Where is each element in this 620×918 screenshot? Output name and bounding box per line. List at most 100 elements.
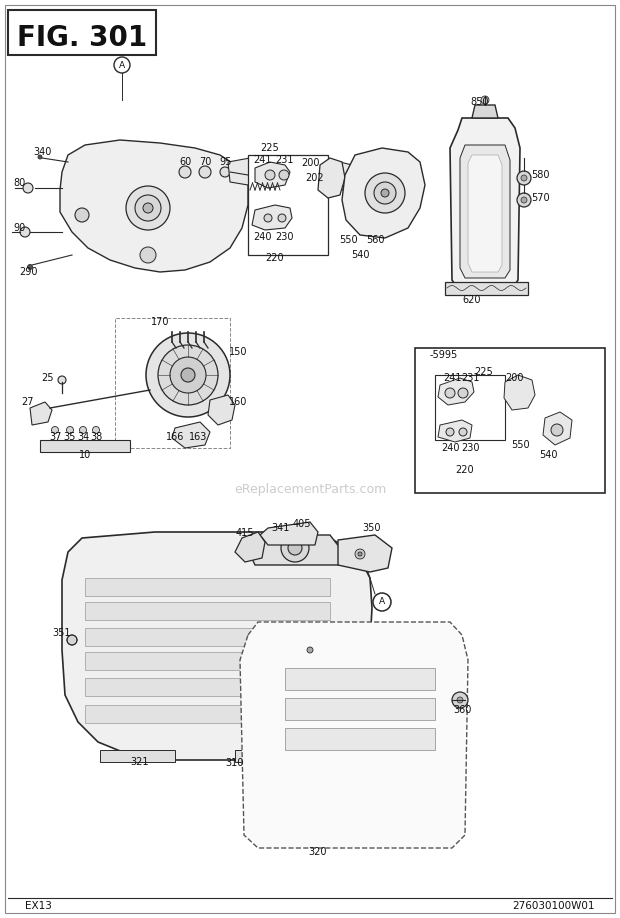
Text: 360: 360: [453, 705, 471, 715]
Text: 405: 405: [293, 519, 311, 529]
Polygon shape: [228, 158, 260, 185]
Circle shape: [481, 96, 489, 104]
Text: 321: 321: [131, 757, 149, 767]
Circle shape: [517, 193, 531, 207]
Text: 34: 34: [77, 432, 89, 442]
Circle shape: [355, 549, 365, 559]
Circle shape: [158, 345, 218, 405]
Circle shape: [381, 189, 389, 197]
Text: 220: 220: [266, 253, 285, 263]
Circle shape: [140, 247, 156, 263]
Circle shape: [143, 203, 153, 213]
Polygon shape: [504, 375, 535, 410]
Text: 25: 25: [42, 373, 55, 383]
Text: 240: 240: [253, 232, 272, 242]
Circle shape: [92, 427, 99, 433]
Circle shape: [135, 195, 161, 221]
Text: eReplacementParts.com: eReplacementParts.com: [234, 484, 386, 497]
Bar: [435, 375, 505, 440]
Circle shape: [126, 186, 170, 230]
Text: 540: 540: [351, 250, 370, 260]
Circle shape: [307, 647, 313, 653]
Text: 27: 27: [22, 397, 34, 407]
Text: 70: 70: [199, 157, 211, 167]
Circle shape: [278, 214, 286, 222]
Polygon shape: [445, 282, 528, 295]
Circle shape: [79, 427, 87, 433]
Text: 850: 850: [471, 97, 489, 107]
Text: 225: 225: [260, 143, 280, 153]
Polygon shape: [285, 668, 435, 690]
Text: 163: 163: [189, 432, 207, 442]
Circle shape: [220, 167, 230, 177]
Text: 225: 225: [475, 367, 494, 377]
Polygon shape: [172, 422, 210, 448]
Polygon shape: [240, 622, 468, 848]
Text: 80: 80: [14, 178, 26, 188]
Polygon shape: [85, 628, 330, 646]
Text: -5995: -5995: [430, 350, 458, 360]
Circle shape: [521, 197, 527, 203]
Text: 241: 241: [443, 373, 461, 383]
Circle shape: [517, 171, 531, 185]
Text: 310: 310: [226, 758, 244, 768]
Text: 150: 150: [229, 347, 247, 357]
Circle shape: [374, 182, 396, 204]
Text: 220: 220: [456, 465, 474, 475]
Circle shape: [181, 368, 195, 382]
Circle shape: [170, 357, 206, 393]
Text: 320: 320: [309, 847, 327, 857]
Polygon shape: [255, 162, 290, 188]
Circle shape: [199, 166, 211, 178]
Circle shape: [264, 214, 272, 222]
Text: 340: 340: [33, 147, 51, 157]
Circle shape: [288, 541, 302, 555]
Text: 90: 90: [14, 223, 26, 233]
Polygon shape: [438, 420, 472, 442]
Circle shape: [27, 264, 32, 270]
Circle shape: [51, 427, 58, 433]
Polygon shape: [85, 705, 330, 723]
Polygon shape: [260, 522, 318, 545]
Circle shape: [551, 424, 563, 436]
Polygon shape: [62, 532, 372, 760]
Text: 540: 540: [539, 450, 557, 460]
Polygon shape: [85, 602, 330, 620]
Text: 240: 240: [441, 443, 460, 453]
Circle shape: [265, 170, 275, 180]
Circle shape: [38, 155, 42, 159]
Text: 38: 38: [90, 432, 102, 442]
Circle shape: [23, 183, 33, 193]
Polygon shape: [30, 402, 52, 425]
Text: FIG. 301: FIG. 301: [17, 24, 147, 52]
Polygon shape: [460, 145, 510, 278]
Text: 200: 200: [301, 158, 319, 168]
Polygon shape: [85, 652, 330, 670]
Text: 60: 60: [179, 157, 191, 167]
Text: 166: 166: [166, 432, 184, 442]
Polygon shape: [285, 728, 435, 750]
Polygon shape: [438, 378, 474, 405]
Text: 10: 10: [79, 450, 91, 460]
Polygon shape: [85, 678, 330, 696]
Circle shape: [20, 227, 30, 237]
Polygon shape: [285, 698, 435, 720]
Text: 160: 160: [229, 397, 247, 407]
Text: 200: 200: [506, 373, 525, 383]
Polygon shape: [342, 148, 425, 238]
Text: EX13: EX13: [25, 901, 52, 911]
Circle shape: [67, 635, 77, 645]
Text: 37: 37: [49, 432, 61, 442]
Text: 570: 570: [531, 193, 549, 203]
Bar: [248, 155, 328, 255]
Circle shape: [459, 428, 467, 436]
Circle shape: [445, 388, 455, 398]
Polygon shape: [252, 205, 292, 230]
Text: 202: 202: [306, 173, 324, 183]
Text: 341: 341: [271, 523, 289, 533]
Bar: [415, 348, 605, 493]
Text: 241: 241: [253, 155, 272, 165]
Polygon shape: [208, 395, 235, 425]
Polygon shape: [40, 440, 130, 452]
Text: 231: 231: [461, 373, 479, 383]
